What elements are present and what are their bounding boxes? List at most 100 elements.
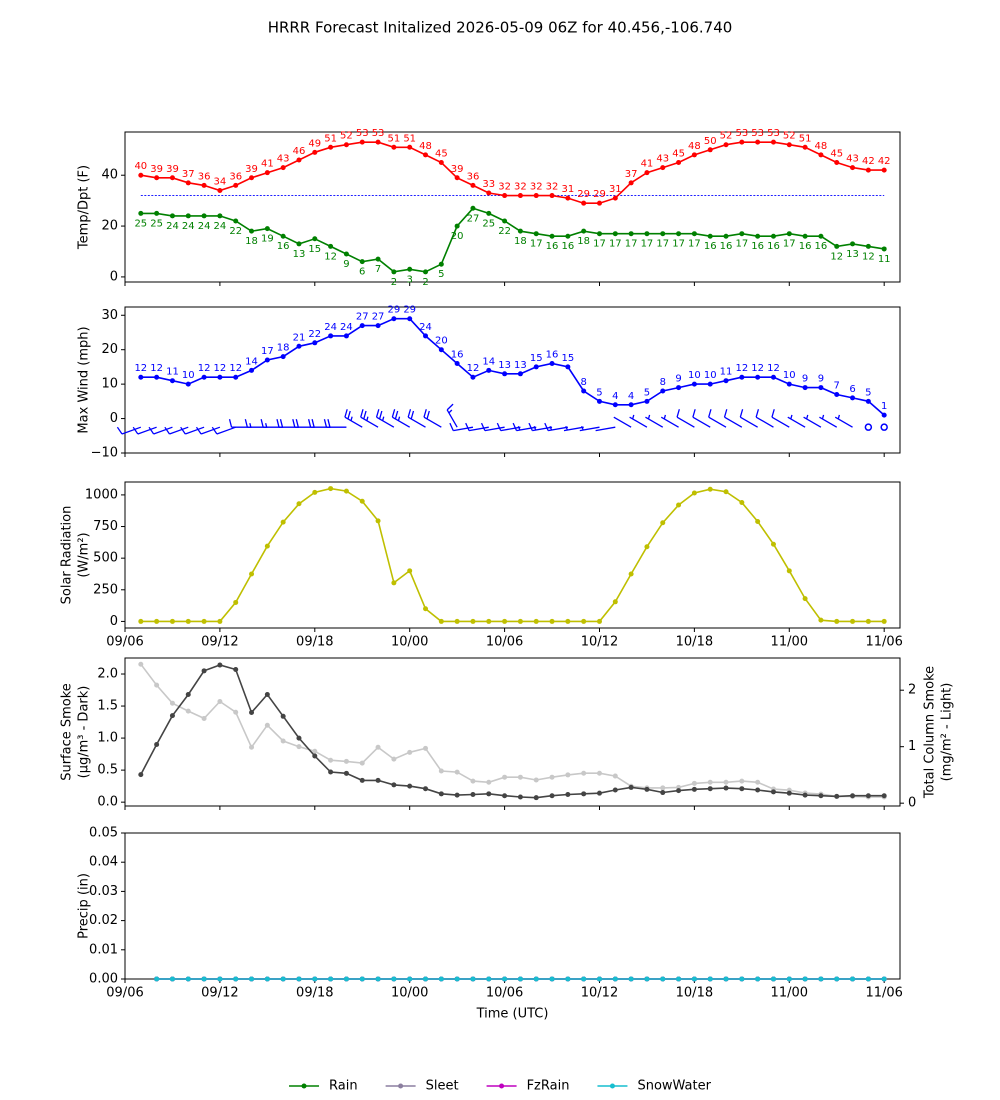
point [865, 793, 871, 799]
data-label: 39 [245, 164, 258, 175]
data-label: 34 [214, 176, 227, 187]
point [612, 402, 618, 408]
data-label: 12 [830, 251, 843, 262]
data-label: 14 [245, 356, 258, 367]
point [755, 139, 761, 145]
legend-label: FzRain [527, 1079, 570, 1094]
point [154, 682, 160, 688]
data-label: 17 [688, 239, 701, 250]
point [818, 152, 824, 158]
y2-label: (mg/m² - Light) [940, 683, 955, 782]
x-tick-label: 09/06 [106, 986, 143, 1001]
barb-tick [394, 410, 399, 420]
point [280, 165, 286, 171]
point [169, 213, 175, 219]
point [154, 741, 160, 747]
data-label: 12 [214, 363, 227, 374]
point [328, 769, 334, 775]
point [850, 241, 856, 247]
barb-tick [480, 422, 486, 431]
barb-tick [276, 419, 280, 428]
data-label: 52 [783, 131, 796, 142]
point [423, 152, 429, 158]
y-tick-label: 1.0 [97, 731, 118, 746]
point [423, 333, 429, 339]
barb-tick [449, 422, 454, 431]
wind-barb [771, 409, 790, 428]
point [802, 233, 808, 239]
point [454, 618, 460, 624]
point [533, 777, 539, 783]
point [644, 398, 650, 404]
point [628, 402, 634, 408]
wind-barb [512, 422, 537, 432]
point [438, 976, 444, 982]
wind-barb [864, 423, 873, 431]
data-label: 53 [735, 128, 748, 139]
y-tick-label: 0.0 [97, 795, 118, 810]
barb-staff [484, 426, 505, 432]
data-label: 11 [720, 367, 733, 378]
point [169, 378, 175, 384]
data-label: 10 [182, 370, 195, 381]
y2-tick-label: 2 [908, 683, 916, 698]
x-tick-label: 11/06 [865, 635, 902, 650]
data-label: 12 [229, 363, 242, 374]
data-label: 5 [644, 387, 650, 398]
point [881, 976, 887, 982]
point [739, 778, 745, 784]
data-label: 36 [229, 171, 242, 182]
point [264, 170, 270, 176]
point [691, 381, 697, 387]
point [881, 167, 887, 173]
point [264, 226, 270, 232]
plot-frame [124, 657, 901, 807]
point [296, 241, 302, 247]
data-label: 11 [166, 367, 179, 378]
barb-tick [164, 426, 171, 435]
data-label: 41 [641, 159, 654, 170]
wind-barb [276, 419, 299, 428]
data-label: 16 [767, 241, 780, 252]
point [454, 769, 460, 775]
data-label: 40 [134, 161, 147, 172]
barb-tick [771, 409, 775, 418]
point [454, 175, 460, 181]
point [359, 498, 365, 504]
series-line [140, 207, 885, 273]
point [169, 976, 175, 982]
y-tick-label: 2.0 [97, 667, 118, 682]
point [723, 779, 729, 785]
barb-staff [468, 426, 489, 432]
point [296, 343, 302, 349]
data-label: 52 [340, 131, 353, 142]
legend-marker [499, 1083, 505, 1089]
point [660, 165, 666, 171]
data-label: 25 [134, 218, 147, 229]
wind-barb [195, 426, 221, 435]
data-label: 17 [593, 239, 606, 250]
point [138, 661, 144, 667]
data-label: 31 [609, 184, 622, 195]
point [802, 976, 808, 982]
point [169, 618, 175, 624]
barb-tick [692, 409, 696, 418]
point [328, 243, 334, 249]
barb-staff [613, 416, 632, 428]
point [517, 774, 523, 780]
point [486, 367, 492, 373]
data-label: 12 [134, 363, 147, 374]
point [834, 391, 840, 397]
point [375, 256, 381, 262]
point [154, 374, 160, 380]
point [312, 236, 318, 242]
data-label: 43 [656, 154, 669, 165]
barb-tick [148, 426, 155, 435]
point [723, 785, 729, 791]
point [644, 976, 650, 982]
data-label: 16 [561, 241, 574, 252]
point [596, 231, 602, 237]
data-label: 33 [482, 179, 495, 190]
barb-tick [446, 403, 454, 411]
wind-barb [676, 409, 695, 428]
